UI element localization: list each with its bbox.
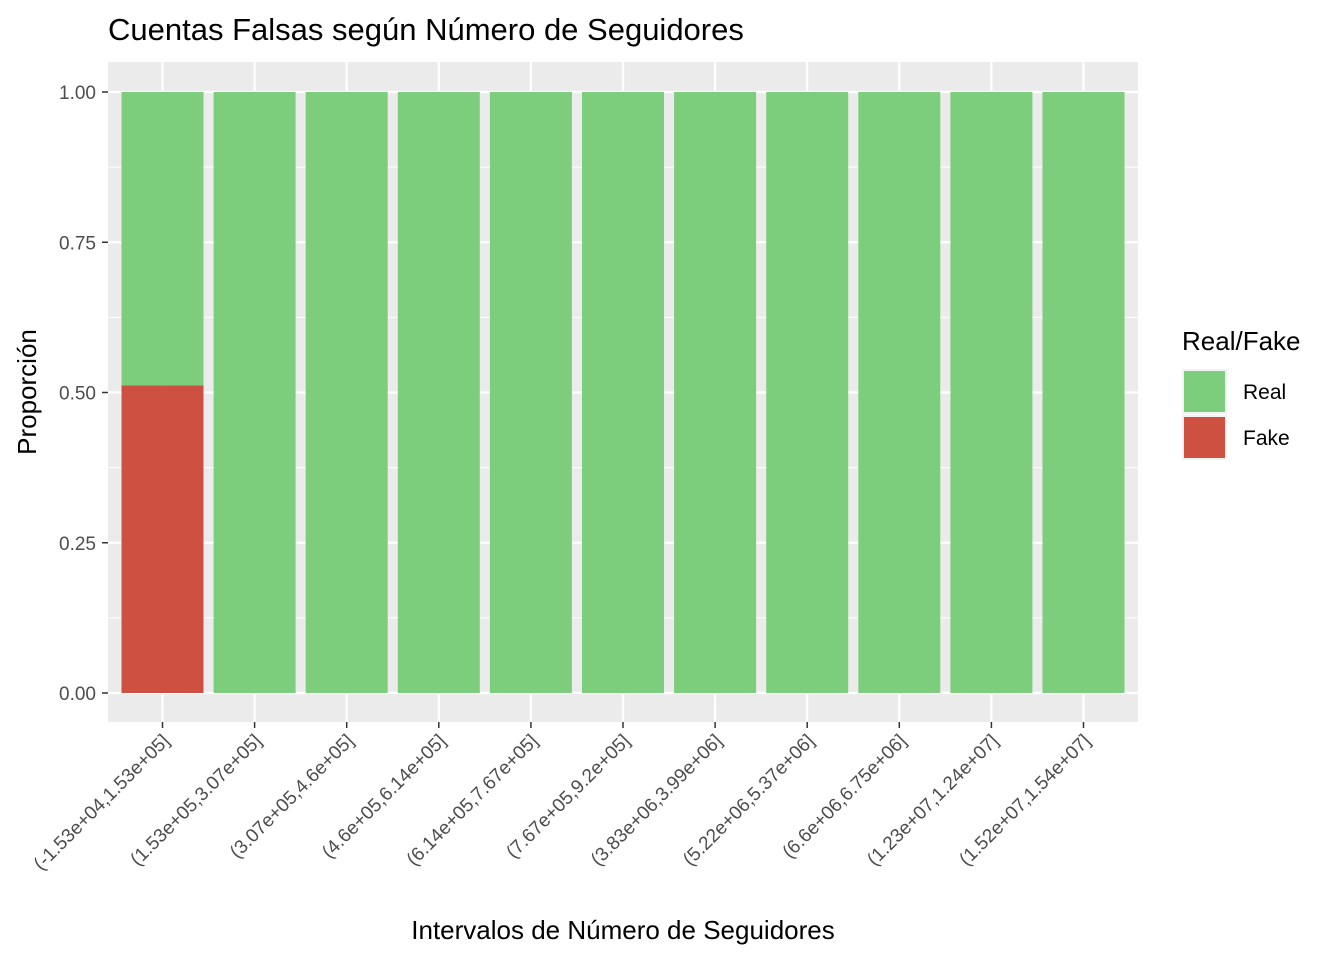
bar-real — [121, 92, 204, 386]
y-axis-title: Proporción — [12, 329, 42, 455]
legend-key-fake — [1184, 417, 1225, 458]
bar-real — [766, 92, 849, 693]
legend-key-real — [1184, 371, 1225, 412]
y-tick-label: 1.00 — [59, 83, 96, 104]
bars — [121, 92, 1125, 693]
bar-real — [489, 92, 572, 693]
bar-real — [582, 92, 664, 693]
bar-real — [397, 92, 480, 693]
bar-real — [858, 92, 941, 693]
bar-real — [1042, 92, 1125, 693]
x-axis-title: Intervalos de Número de Seguidores — [411, 915, 834, 945]
y-tick-label: 0.75 — [59, 233, 96, 254]
x-axis: (-1.53e+04,1.53e+05](1.53e+05,3.07e+05](… — [30, 722, 1095, 875]
legend-label-fake: Fake — [1243, 427, 1290, 450]
y-axis: 0.00 0.25 0.50 0.75 1.00 — [59, 83, 108, 705]
bar-real — [213, 92, 296, 693]
y-tick-label: 0.00 — [59, 684, 96, 705]
legend-label-real: Real — [1243, 381, 1286, 404]
bar-fake — [121, 385, 204, 693]
legend: Real/Fake Real Fake — [1182, 326, 1301, 460]
legend-title: Real/Fake — [1182, 326, 1301, 356]
bar-real — [674, 92, 757, 693]
bar-real — [305, 92, 388, 693]
chart-title: Cuentas Falsas según Número de Seguidore… — [108, 12, 744, 47]
y-tick-label: 0.50 — [59, 384, 96, 405]
bar-real — [950, 92, 1033, 693]
y-tick-label: 0.25 — [59, 534, 96, 555]
